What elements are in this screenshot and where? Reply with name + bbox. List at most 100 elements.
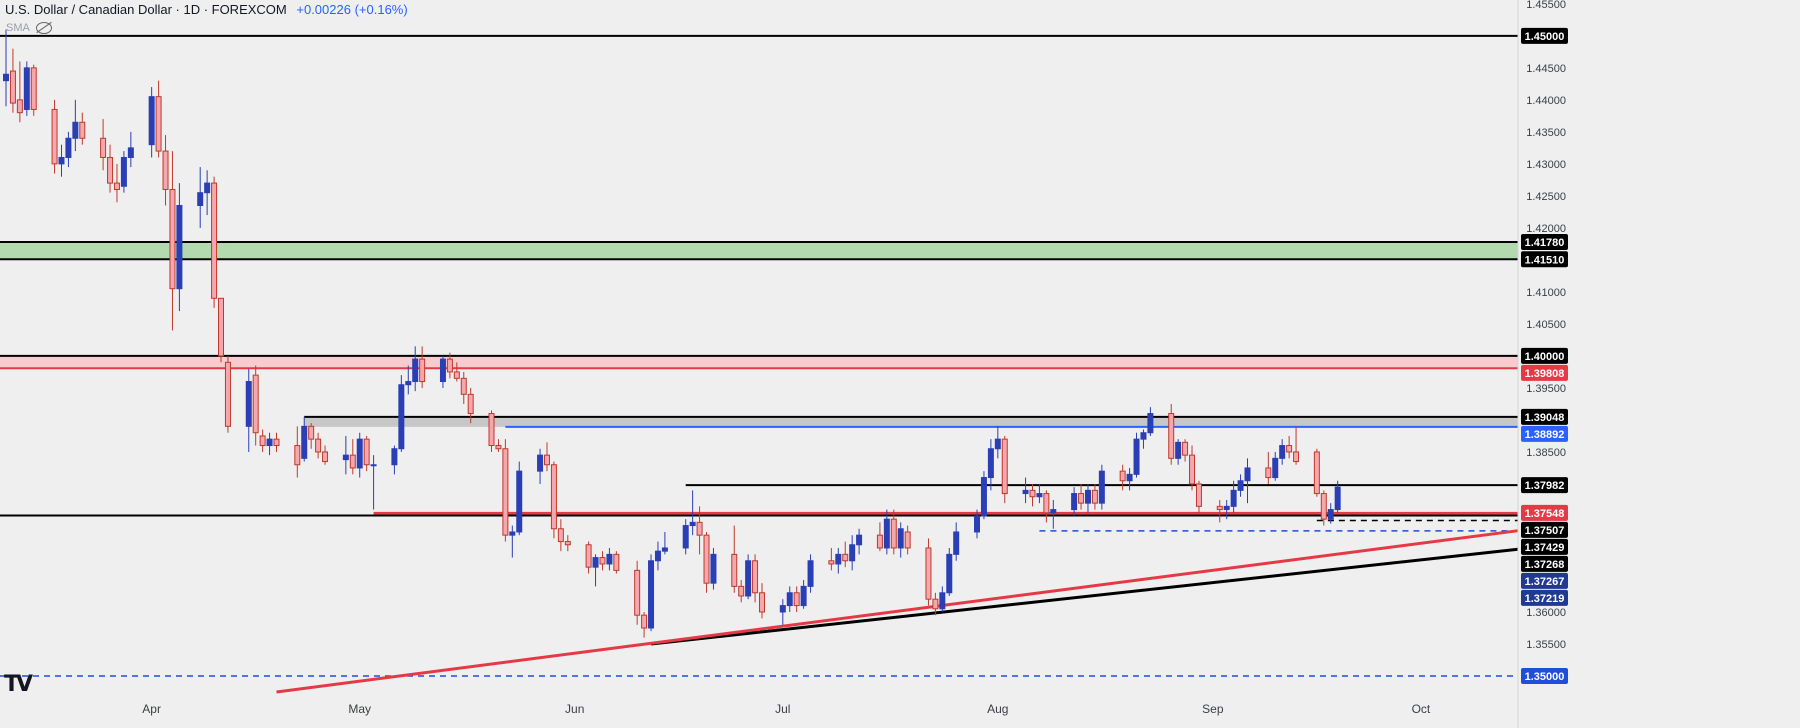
candle-body (550, 464, 557, 530)
level-label-bg (1521, 233, 1568, 250)
candle-body (502, 448, 509, 536)
candle-body (1071, 493, 1078, 511)
candle-body (786, 592, 793, 607)
price-zone (304, 416, 1518, 427)
candle-body (453, 371, 460, 379)
candle-body (1237, 480, 1244, 491)
candle-body (1223, 505, 1230, 511)
candle-body (994, 438, 1001, 450)
candle-body (58, 156, 65, 165)
candle-body (800, 585, 807, 607)
level-label-bg (1521, 251, 1568, 268)
y-tick-label: 1.38500 (1526, 447, 1566, 459)
candle-body (16, 99, 23, 114)
candle-body (107, 156, 114, 184)
y-tick-label: 1.36000 (1526, 607, 1566, 619)
candle-body (641, 614, 648, 629)
candle-body (419, 358, 426, 383)
x-tick-label: Oct (1412, 702, 1431, 716)
level-label-bg (1521, 572, 1568, 589)
level-label: 1.39048 (1525, 412, 1565, 424)
candle-body (516, 470, 523, 533)
candle-body (1140, 432, 1147, 440)
candle-body (266, 438, 273, 447)
candle-body (1098, 470, 1105, 504)
level-label-bg (1521, 425, 1568, 442)
candle-body (363, 438, 370, 466)
level-label-bg (1521, 667, 1568, 684)
candle-body (703, 534, 710, 584)
eye-hidden-icon[interactable] (35, 22, 52, 34)
y-tick-label: 1.45500 (1526, 0, 1566, 11)
candle-body (599, 557, 606, 565)
candle-body (745, 560, 752, 597)
candle-body (592, 557, 599, 568)
candle-body (1084, 489, 1091, 504)
candle-body (1189, 454, 1196, 485)
candle-body (113, 182, 120, 190)
level-label: 1.38892 (1525, 429, 1565, 441)
candle-body (308, 425, 315, 440)
candle-body (1320, 493, 1327, 520)
candle-body (759, 592, 765, 613)
candle-body (648, 560, 655, 629)
price-zone (373, 512, 1519, 516)
candle-body (1244, 467, 1251, 482)
candle-body (543, 454, 550, 466)
candle-body (1216, 505, 1223, 511)
candle-body (1334, 486, 1341, 511)
level-label: 1.35000 (1525, 671, 1565, 683)
candle-body (65, 137, 72, 158)
candle-body (1147, 413, 1154, 434)
candle-body (127, 147, 134, 158)
level-label: 1.37429 (1525, 542, 1565, 554)
candle-body (1091, 489, 1098, 504)
candle-body (842, 553, 849, 562)
level-label: 1.37267 (1525, 576, 1565, 588)
candle-body (79, 121, 86, 139)
x-tick-label: Apr (142, 702, 161, 716)
price-axis (1518, 0, 1800, 728)
candle-body (315, 438, 322, 453)
indicator-legend[interactable]: SMA (6, 22, 52, 34)
candle-body (1022, 489, 1029, 495)
level-label: 1.37268 (1525, 559, 1565, 571)
candle-body (682, 525, 689, 549)
candle-body (30, 67, 37, 110)
candle-body (120, 156, 127, 187)
candle-body (356, 438, 363, 469)
candle-body (939, 592, 946, 610)
candle-body (1313, 451, 1320, 495)
candle-body (1286, 445, 1293, 453)
level-label-bg (1521, 477, 1568, 494)
y-tick-label: 1.43000 (1526, 159, 1566, 171)
symbol-title[interactable]: U.S. Dollar / Canadian Dollar · 1D · FOR… (5, 2, 287, 17)
price-zone (0, 355, 1518, 369)
candle-body (488, 413, 495, 447)
candle-body (1230, 489, 1237, 507)
tradingview-logo[interactable]: TV (4, 672, 33, 697)
x-tick-label: May (348, 702, 371, 716)
candle-body (1279, 445, 1286, 459)
trend-line (276, 529, 1519, 694)
level-label-bg (1521, 364, 1568, 381)
level-label: 1.45000 (1525, 31, 1565, 43)
candle-body (856, 534, 863, 546)
y-tick-label: 1.39500 (1526, 383, 1566, 395)
candle-body (883, 518, 890, 549)
candle-body (1119, 470, 1126, 482)
candle-body (1293, 451, 1300, 463)
level-label: 1.37507 (1525, 525, 1565, 537)
candle-body (148, 96, 155, 146)
candle-body (391, 448, 398, 466)
candle-body (211, 182, 218, 299)
level-label: 1.37982 (1525, 480, 1565, 492)
candle-body (1043, 493, 1050, 514)
candle-body (349, 454, 356, 469)
y-tick-label: 1.42500 (1526, 191, 1566, 203)
candle-body (259, 435, 266, 447)
trend-line (650, 547, 1519, 646)
candle-body (1175, 441, 1182, 459)
level-label-bg (1521, 589, 1568, 606)
